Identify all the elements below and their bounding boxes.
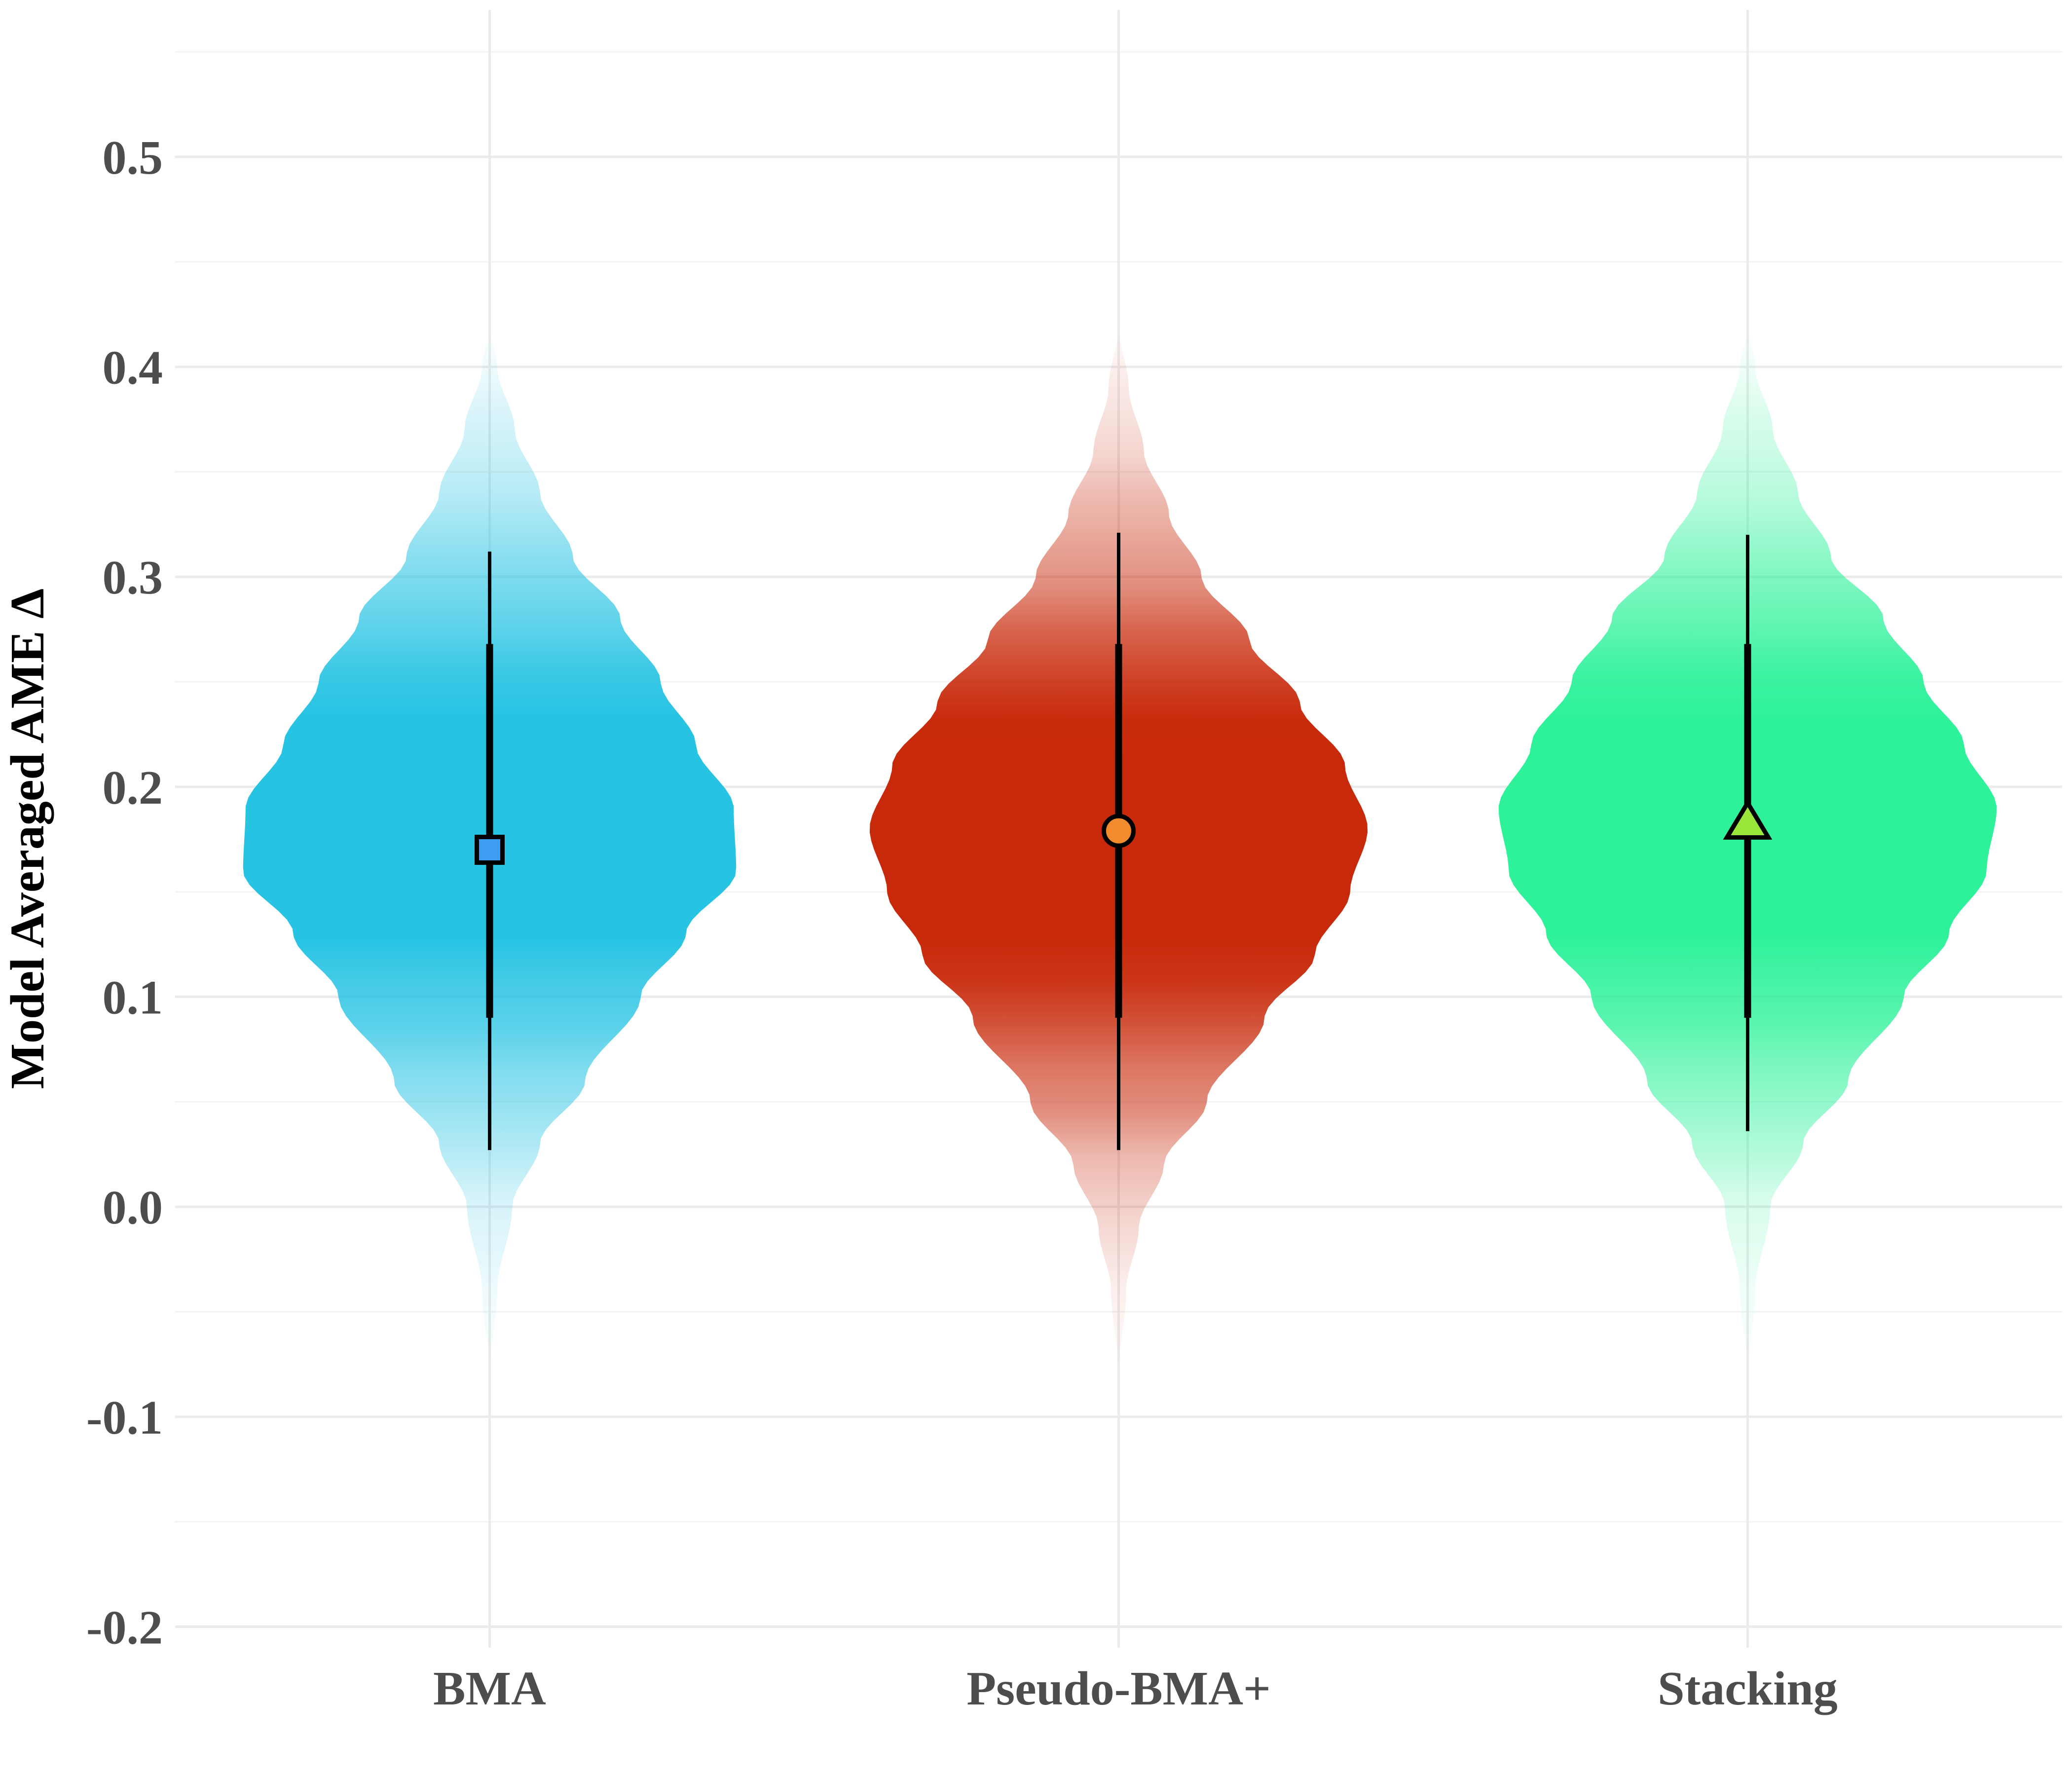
y-axis-ticks: -0.2 -0.1 0.0 0.1 0.2 0.3 0.4 0.5 <box>86 131 163 1654</box>
y-tick-label: 0.4 <box>103 341 163 395</box>
x-axis-ticks: BMA Pseudo-BMA+ Stacking <box>433 1662 1838 1715</box>
y-axis-title: Model Averaged AME Δ <box>1 589 54 1089</box>
median-point <box>1104 816 1134 846</box>
y-tick-label: 0.3 <box>103 551 163 604</box>
median-point <box>477 837 503 863</box>
x-tick-label: Pseudo-BMA+ <box>966 1662 1271 1715</box>
y-tick-label: -0.2 <box>86 1601 163 1654</box>
y-tick-label: -0.1 <box>86 1391 163 1444</box>
y-tick-label: 0.1 <box>103 971 163 1025</box>
x-tick-label: Stacking <box>1658 1662 1838 1715</box>
y-tick-label: 0.5 <box>103 131 163 185</box>
y-tick-label: 0.0 <box>103 1181 163 1234</box>
y-tick-label: 0.2 <box>103 761 163 814</box>
x-tick-label: BMA <box>433 1662 546 1715</box>
